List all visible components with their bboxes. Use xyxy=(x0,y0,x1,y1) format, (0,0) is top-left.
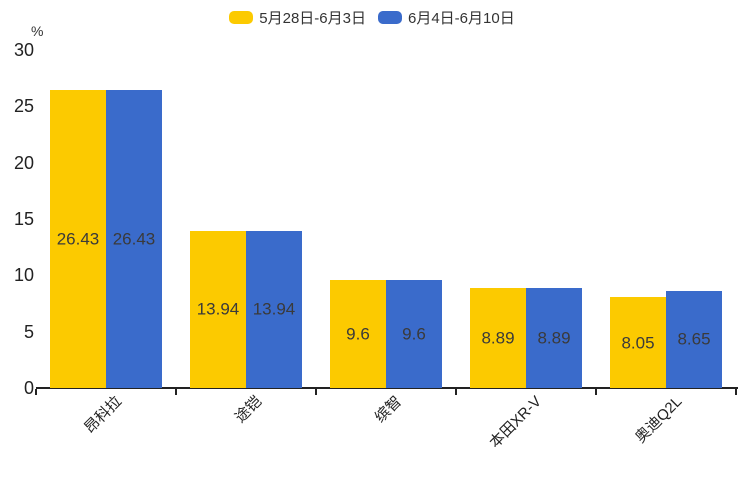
y-axis-tick-label: 30 xyxy=(13,40,34,60)
y-axis-unit-label: % xyxy=(31,23,44,39)
x-axis-tick xyxy=(175,389,177,395)
legend-swatch-icon xyxy=(229,11,254,24)
legend-label: 6月4日-6月10日 xyxy=(408,10,515,27)
y-axis-tick-label: 20 xyxy=(13,152,34,173)
bar: 9.6 xyxy=(386,279,442,388)
bar-value-label: 13.94 xyxy=(252,299,296,319)
bar: 8.89 xyxy=(470,287,526,388)
x-axis-line xyxy=(36,387,738,389)
bar-value-label: 8.89 xyxy=(481,328,515,348)
bar: 9.6 xyxy=(330,279,386,388)
bar: 8.05 xyxy=(610,297,666,388)
x-axis-category-label: 奥迪Q2L xyxy=(631,393,686,447)
x-axis-category-label: 途铠 xyxy=(231,393,266,427)
bar-value-label: 26.43 xyxy=(56,229,100,249)
x-axis-category-label: 本田XR-V xyxy=(486,393,546,452)
bar-value-label: 8.05 xyxy=(621,333,655,353)
bar-value-label: 9.6 xyxy=(402,324,426,344)
x-axis-tick xyxy=(315,389,317,395)
bar-value-label: 8.89 xyxy=(537,328,571,348)
legend-item[interactable]: 5月28日-6月3日 xyxy=(229,7,366,28)
legend: 5月28日-6月3日 6月4日-6月10日 xyxy=(0,7,744,28)
y-axis-tick-label: 25 xyxy=(13,96,34,117)
bar: 13.94 xyxy=(190,230,246,388)
y-axis-tick-label: 5 xyxy=(23,321,34,342)
y-axis-tick-label: 15 xyxy=(13,209,34,229)
bar-value-label: 26.43 xyxy=(112,229,156,249)
bar-value-label: 9.6 xyxy=(346,324,370,344)
bar-value-label: 13.94 xyxy=(196,299,240,319)
x-axis-tick xyxy=(35,389,37,395)
x-axis-tick xyxy=(735,389,737,395)
bar: 26.43 xyxy=(50,90,106,388)
bar-value-label: 8.65 xyxy=(677,329,711,349)
bar: 8.65 xyxy=(666,290,722,388)
x-axis-tick xyxy=(595,389,597,395)
legend-item[interactable]: 6月4日-6月10日 xyxy=(378,7,515,28)
legend-label: 5月28日-6月3日 xyxy=(259,10,366,27)
legend-swatch-icon xyxy=(378,11,402,24)
x-axis-category-label: 缤智 xyxy=(371,393,406,427)
x-axis-category-label: 昂科拉 xyxy=(81,393,126,437)
bar: 13.94 xyxy=(246,230,302,388)
x-axis-tick xyxy=(455,389,457,395)
y-axis-tick-label: 10 xyxy=(13,265,34,286)
bar: 26.43 xyxy=(106,90,162,388)
bar: 8.89 xyxy=(526,287,582,388)
y-axis-tick-label: 0 xyxy=(23,378,34,398)
